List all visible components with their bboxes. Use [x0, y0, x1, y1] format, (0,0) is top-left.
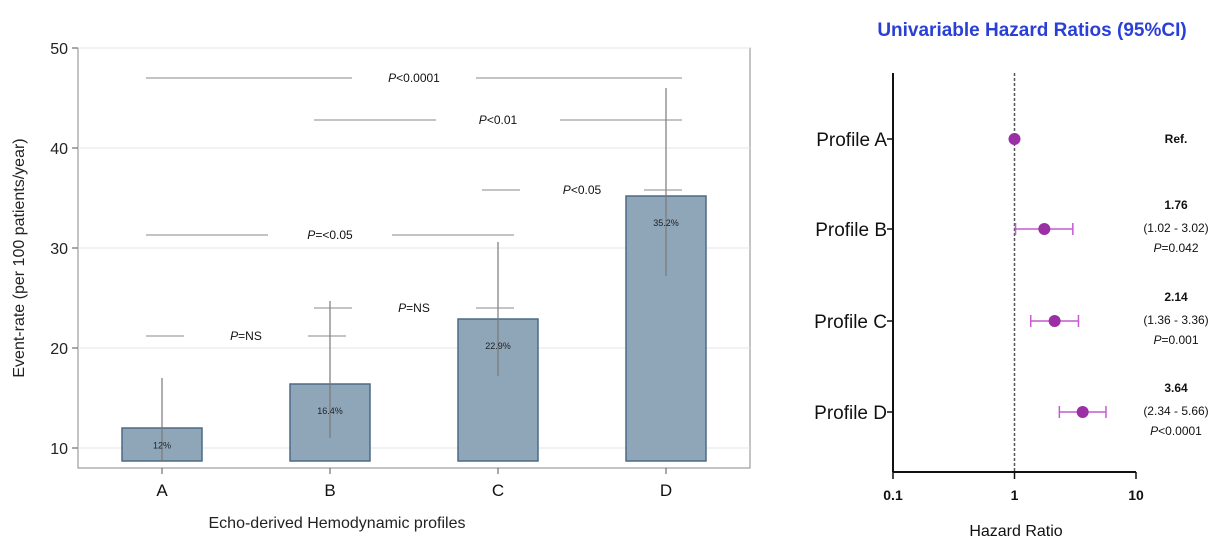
hr-value-label: 3.64 — [1164, 381, 1188, 395]
forest-x-tick-label: 1 — [1011, 487, 1019, 503]
hr-ci-label: (2.34 - 5.66) — [1143, 404, 1208, 418]
bar-value-label: 22.9% — [485, 341, 511, 351]
hr-value-label: Ref. — [1165, 132, 1188, 146]
bar-value-label: 35.2% — [653, 218, 679, 228]
bar-value-label: 16.4% — [317, 406, 343, 416]
forest-row-label: Profile B — [815, 220, 887, 241]
forest-row-label: Profile D — [814, 403, 887, 424]
hr-value-label: 1.76 — [1164, 198, 1188, 212]
bar-y-tick-label: 50 — [50, 41, 68, 58]
forest-rows: Profile A Ref. Profile B 1.76 (1.02 - 3.02) P… — [814, 130, 1209, 438]
comparison-p-label: P=NS — [398, 301, 430, 315]
comparison-p-label: P=<0.05 — [307, 228, 353, 242]
forest-x-ticks: 0.1 1 10 — [883, 472, 1144, 503]
bar-y-tick-label: 30 — [50, 241, 68, 258]
hr-p-label: P=0.042 — [1153, 241, 1198, 255]
hr-ci-label: (1.02 - 3.02) — [1143, 221, 1208, 235]
bar-chart: 10 20 30 40 50 12% 16.4% 22.9% 35.2% A B C D P<0.0… — [11, 41, 751, 532]
hazard-ratio-point — [1038, 223, 1051, 235]
comparison-p-label: P<0.01 — [479, 113, 518, 127]
forest-row-label: Profile C — [814, 312, 887, 333]
bar-value-label: 12% — [153, 441, 171, 451]
hazard-ratio-point — [1076, 406, 1089, 418]
hr-p-label: P<0.0001 — [1150, 424, 1202, 438]
bar-category-label: B — [324, 481, 335, 500]
forest-x-tick-label: 0.1 — [883, 487, 903, 503]
comparison-p-label: P=NS — [230, 329, 262, 343]
bar-y-tick-label: 10 — [50, 441, 68, 458]
bar-y-axis-label: Event-rate (per 100 patients/year) — [11, 138, 28, 377]
comparison-annotations: P<0.0001 P<0.01 P<0.05 P=<0.05 P=NS P=NS — [146, 71, 682, 343]
forest-title: Univariable Hazard Ratios (95%CI) — [877, 20, 1186, 41]
comparison-p-label: P<0.05 — [563, 183, 602, 197]
bar-y-tick-label: 40 — [50, 141, 68, 158]
forest-plot: Univariable Hazard Ratios (95%CI) 0.1 1 10… — [814, 20, 1209, 540]
bar-x-axis-label: Echo-derived Hemodynamic profiles — [209, 515, 466, 532]
forest-row-label: Profile A — [816, 130, 887, 151]
bar-category-label: C — [492, 481, 504, 500]
hazard-ratio-point — [1048, 315, 1061, 327]
forest-x-axis-label: Hazard Ratio — [969, 523, 1062, 540]
comparison-p-label: P<0.0001 — [388, 71, 440, 85]
hr-value-label: 2.14 — [1164, 290, 1188, 304]
bar-y-tick-label: 20 — [50, 341, 68, 358]
bar-category-label: D — [660, 481, 672, 500]
bar-y-ticks: 10 20 30 40 50 — [50, 41, 78, 458]
hr-ci-label: (1.36 - 3.36) — [1143, 313, 1208, 327]
forest-x-tick-label: 10 — [1128, 487, 1144, 503]
bar-category-label: A — [156, 481, 168, 500]
bar-categories: A B C D — [156, 468, 672, 500]
bars: 12% 16.4% 22.9% 35.2% — [121, 88, 707, 462]
hazard-ratio-point — [1008, 133, 1021, 145]
hr-p-label: P=0.001 — [1153, 333, 1198, 347]
